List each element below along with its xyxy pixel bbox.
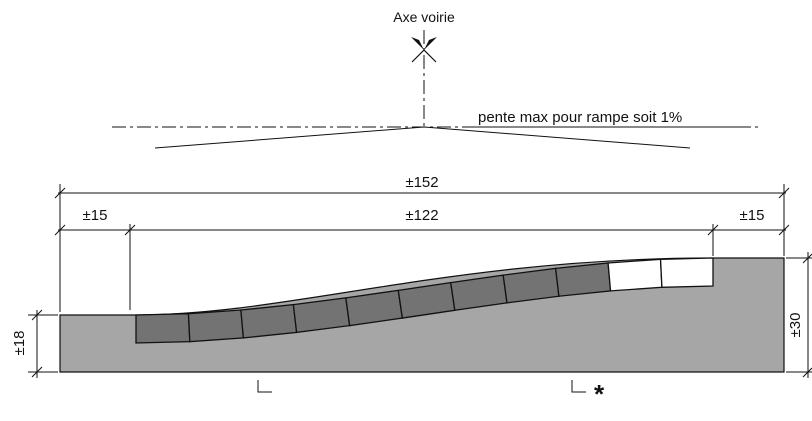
leader-mark-left <box>257 380 272 393</box>
dimension-ramp-label: ±122 <box>405 207 438 224</box>
leader-mark-right <box>571 380 586 393</box>
paver-dark <box>135 313 191 344</box>
paver-dark <box>292 297 351 334</box>
dimension-left-margin-label: ±15 <box>83 207 108 224</box>
dimension-total-label: ±152 <box>405 174 438 191</box>
road-axis-label: Axe voirie <box>393 9 455 25</box>
road-axis: Axe voirie <box>393 9 455 126</box>
dimension-left-height: ±18 <box>11 309 58 378</box>
paver-dark <box>240 303 298 339</box>
dimension-total: ±152 <box>54 174 790 312</box>
paver-dark <box>554 262 612 297</box>
dimension-row: ±15 ±122 ±15 <box>54 207 790 310</box>
dimension-right-margin-label: ±15 <box>740 207 765 224</box>
paver-light <box>659 257 714 288</box>
paver-light <box>607 258 663 292</box>
dimension-right-height: ±30 <box>786 252 812 378</box>
dimension-left-height-label: ±18 <box>11 331 28 356</box>
paver-strip <box>135 257 714 344</box>
axis-symbol-icon <box>411 37 437 63</box>
asterisk-marker: * <box>594 379 605 409</box>
slope-note: pente max pour rampe soit 1% <box>478 109 682 126</box>
paver-dark <box>187 309 245 343</box>
dimension-right-height-label: ±30 <box>787 313 804 338</box>
crossfall-line <box>154 126 691 149</box>
paver-dark <box>502 267 560 304</box>
